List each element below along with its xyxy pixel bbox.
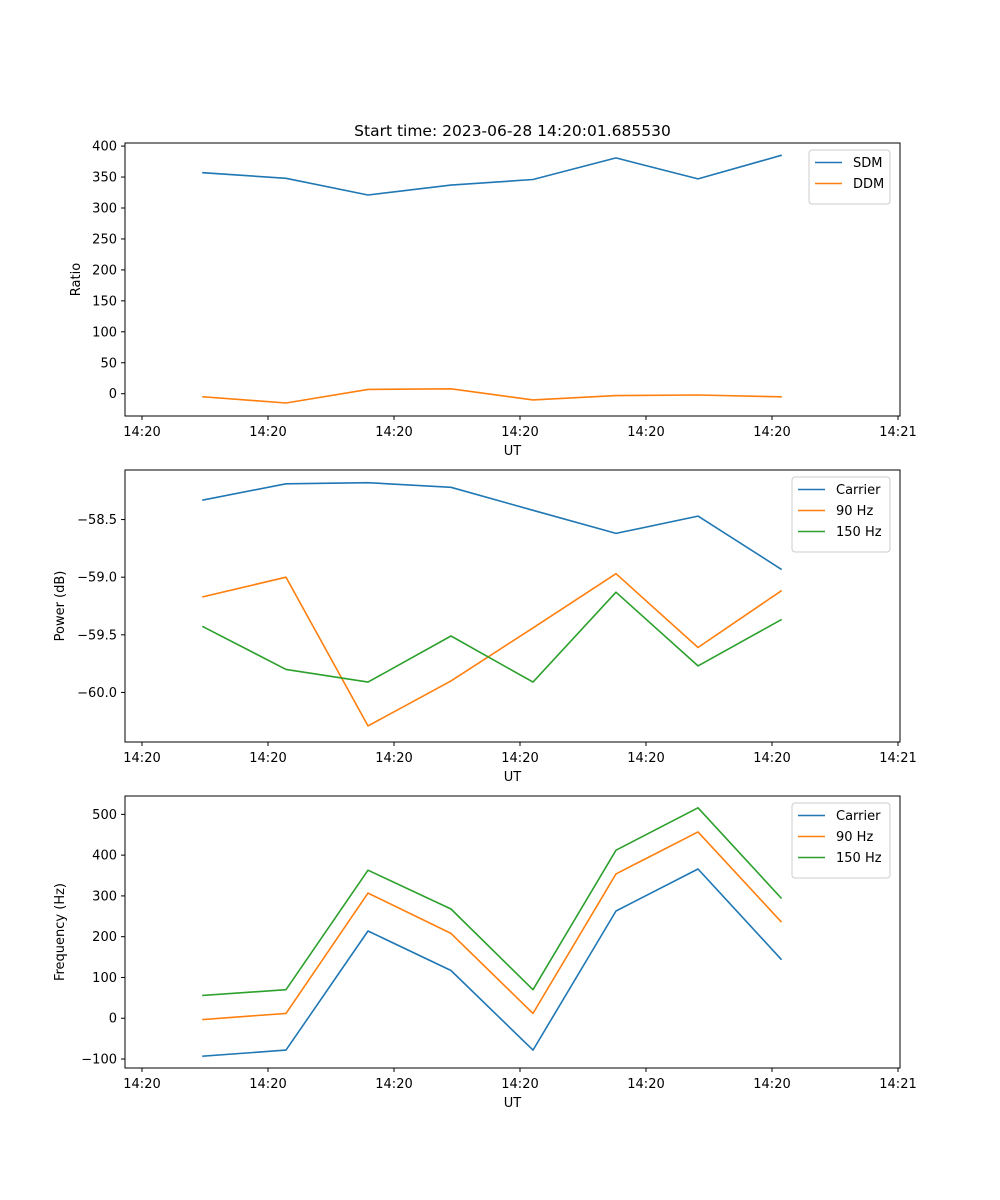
- y-tick-label: 150: [92, 294, 117, 309]
- x-tick-label: 14:20: [501, 1077, 538, 1092]
- y-tick-label: −59.5: [77, 628, 117, 643]
- x-tick-label: 14:20: [627, 1077, 664, 1092]
- series-line-150-hz: [202, 806, 783, 997]
- x-tick-label: 14:20: [123, 1077, 160, 1092]
- series-line-carrier: [202, 481, 783, 571]
- y-tick-label: 350: [92, 171, 117, 186]
- axes-frame: [124, 142, 901, 417]
- legend-box: [791, 802, 891, 879]
- y-axis-label: Power (dB): [53, 571, 68, 642]
- x-tick-label: 14:20: [627, 751, 664, 766]
- chart-title: Start time: 2023-06-28 14:20:01.685530: [354, 122, 671, 140]
- legend-entry: 90 Hz: [836, 504, 873, 519]
- x-tick-label: 14:20: [627, 425, 664, 440]
- x-axis-label: UT: [504, 444, 522, 459]
- x-tick-label: 14:21: [879, 1077, 916, 1092]
- legend: Carrier 90 Hz 150 Hz: [791, 802, 891, 879]
- legend-box: [791, 476, 891, 553]
- y-tick-label: −59.0: [77, 571, 117, 586]
- legend-entry: DDM: [853, 177, 884, 192]
- series-line-sdm: [202, 154, 782, 196]
- series-line-90-hz: [202, 572, 783, 727]
- legend-entry: Carrier: [836, 809, 881, 824]
- legend-entry: 90 Hz: [836, 830, 873, 845]
- x-tick-label: 14:20: [501, 751, 538, 766]
- x-tick-label: 14:20: [501, 425, 538, 440]
- axes-frame: [124, 469, 901, 743]
- x-axis-label: UT: [504, 1096, 522, 1111]
- legend-entry: Carrier: [836, 483, 881, 498]
- y-tick-label: 200: [92, 263, 117, 278]
- y-axis-label: Frequency (Hz): [53, 883, 68, 981]
- y-tick-label: 300: [92, 889, 117, 904]
- y-tick-label: 400: [92, 140, 117, 155]
- subplot-2: 14:20 14:20 14:20 14:20 14:20 14:20 14:21 −60.0…: [53, 469, 917, 785]
- y-tick-label: 100: [92, 325, 117, 340]
- y-tick-label: 100: [92, 971, 117, 986]
- legend-entry: 150 Hz: [836, 525, 882, 540]
- y-tick-label: −60.0: [77, 686, 117, 701]
- y-tick-label: −58.5: [77, 513, 117, 528]
- subplots: 14:20 14:20 14:20 14:20 14:20 14:20 14:21 0 50 10…: [53, 140, 917, 1111]
- x-tick-label: 14:20: [249, 751, 286, 766]
- series-line-90-hz: [202, 831, 783, 1021]
- y-tick-label: 300: [92, 202, 117, 217]
- y-tick-label: 0: [109, 387, 117, 402]
- x-tick-label: 14:20: [375, 751, 412, 766]
- x-tick-label: 14:21: [879, 751, 916, 766]
- y-tick-label: 200: [92, 930, 117, 945]
- subplot-1: 14:20 14:20 14:20 14:20 14:20 14:20 14:21 0 50 10…: [69, 140, 917, 459]
- x-tick-label: 14:20: [375, 425, 412, 440]
- x-tick-label: 14:20: [123, 425, 160, 440]
- y-tick-label: 250: [92, 232, 117, 247]
- x-tick-label: 14:21: [879, 425, 916, 440]
- series-line-ddm: [202, 387, 782, 404]
- x-tick-label: 14:20: [123, 751, 160, 766]
- x-tick-label: 14:20: [753, 425, 790, 440]
- series-line-150-hz: [201, 591, 783, 683]
- y-tick-label: −100: [81, 1053, 117, 1068]
- y-tick-label: 0: [109, 1012, 117, 1027]
- x-tick-label: 14:20: [249, 425, 286, 440]
- legend-entry: 150 Hz: [836, 851, 882, 866]
- x-tick-label: 14:20: [249, 1077, 286, 1092]
- axes-frame: [124, 795, 901, 1069]
- y-tick-label: 50: [100, 356, 117, 371]
- legend-entry: SDM: [853, 156, 882, 171]
- x-axis-label: UT: [504, 770, 522, 785]
- subplot-3: 14:20 14:20 14:20 14:20 14:20 14:20 14:21 −100 0…: [53, 795, 917, 1111]
- y-tick-label: 400: [92, 849, 117, 864]
- x-tick-label: 14:20: [375, 1077, 412, 1092]
- y-tick-label: 500: [92, 808, 117, 823]
- series-line-carrier: [202, 868, 783, 1058]
- x-tick-label: 14:20: [753, 1077, 790, 1092]
- y-axis-label: Ratio: [69, 263, 84, 296]
- legend: Carrier 90 Hz 150 Hz: [791, 476, 891, 553]
- legend-box: [808, 149, 891, 205]
- x-tick-label: 14:20: [753, 751, 790, 766]
- legend: SDM DDM: [808, 149, 891, 205]
